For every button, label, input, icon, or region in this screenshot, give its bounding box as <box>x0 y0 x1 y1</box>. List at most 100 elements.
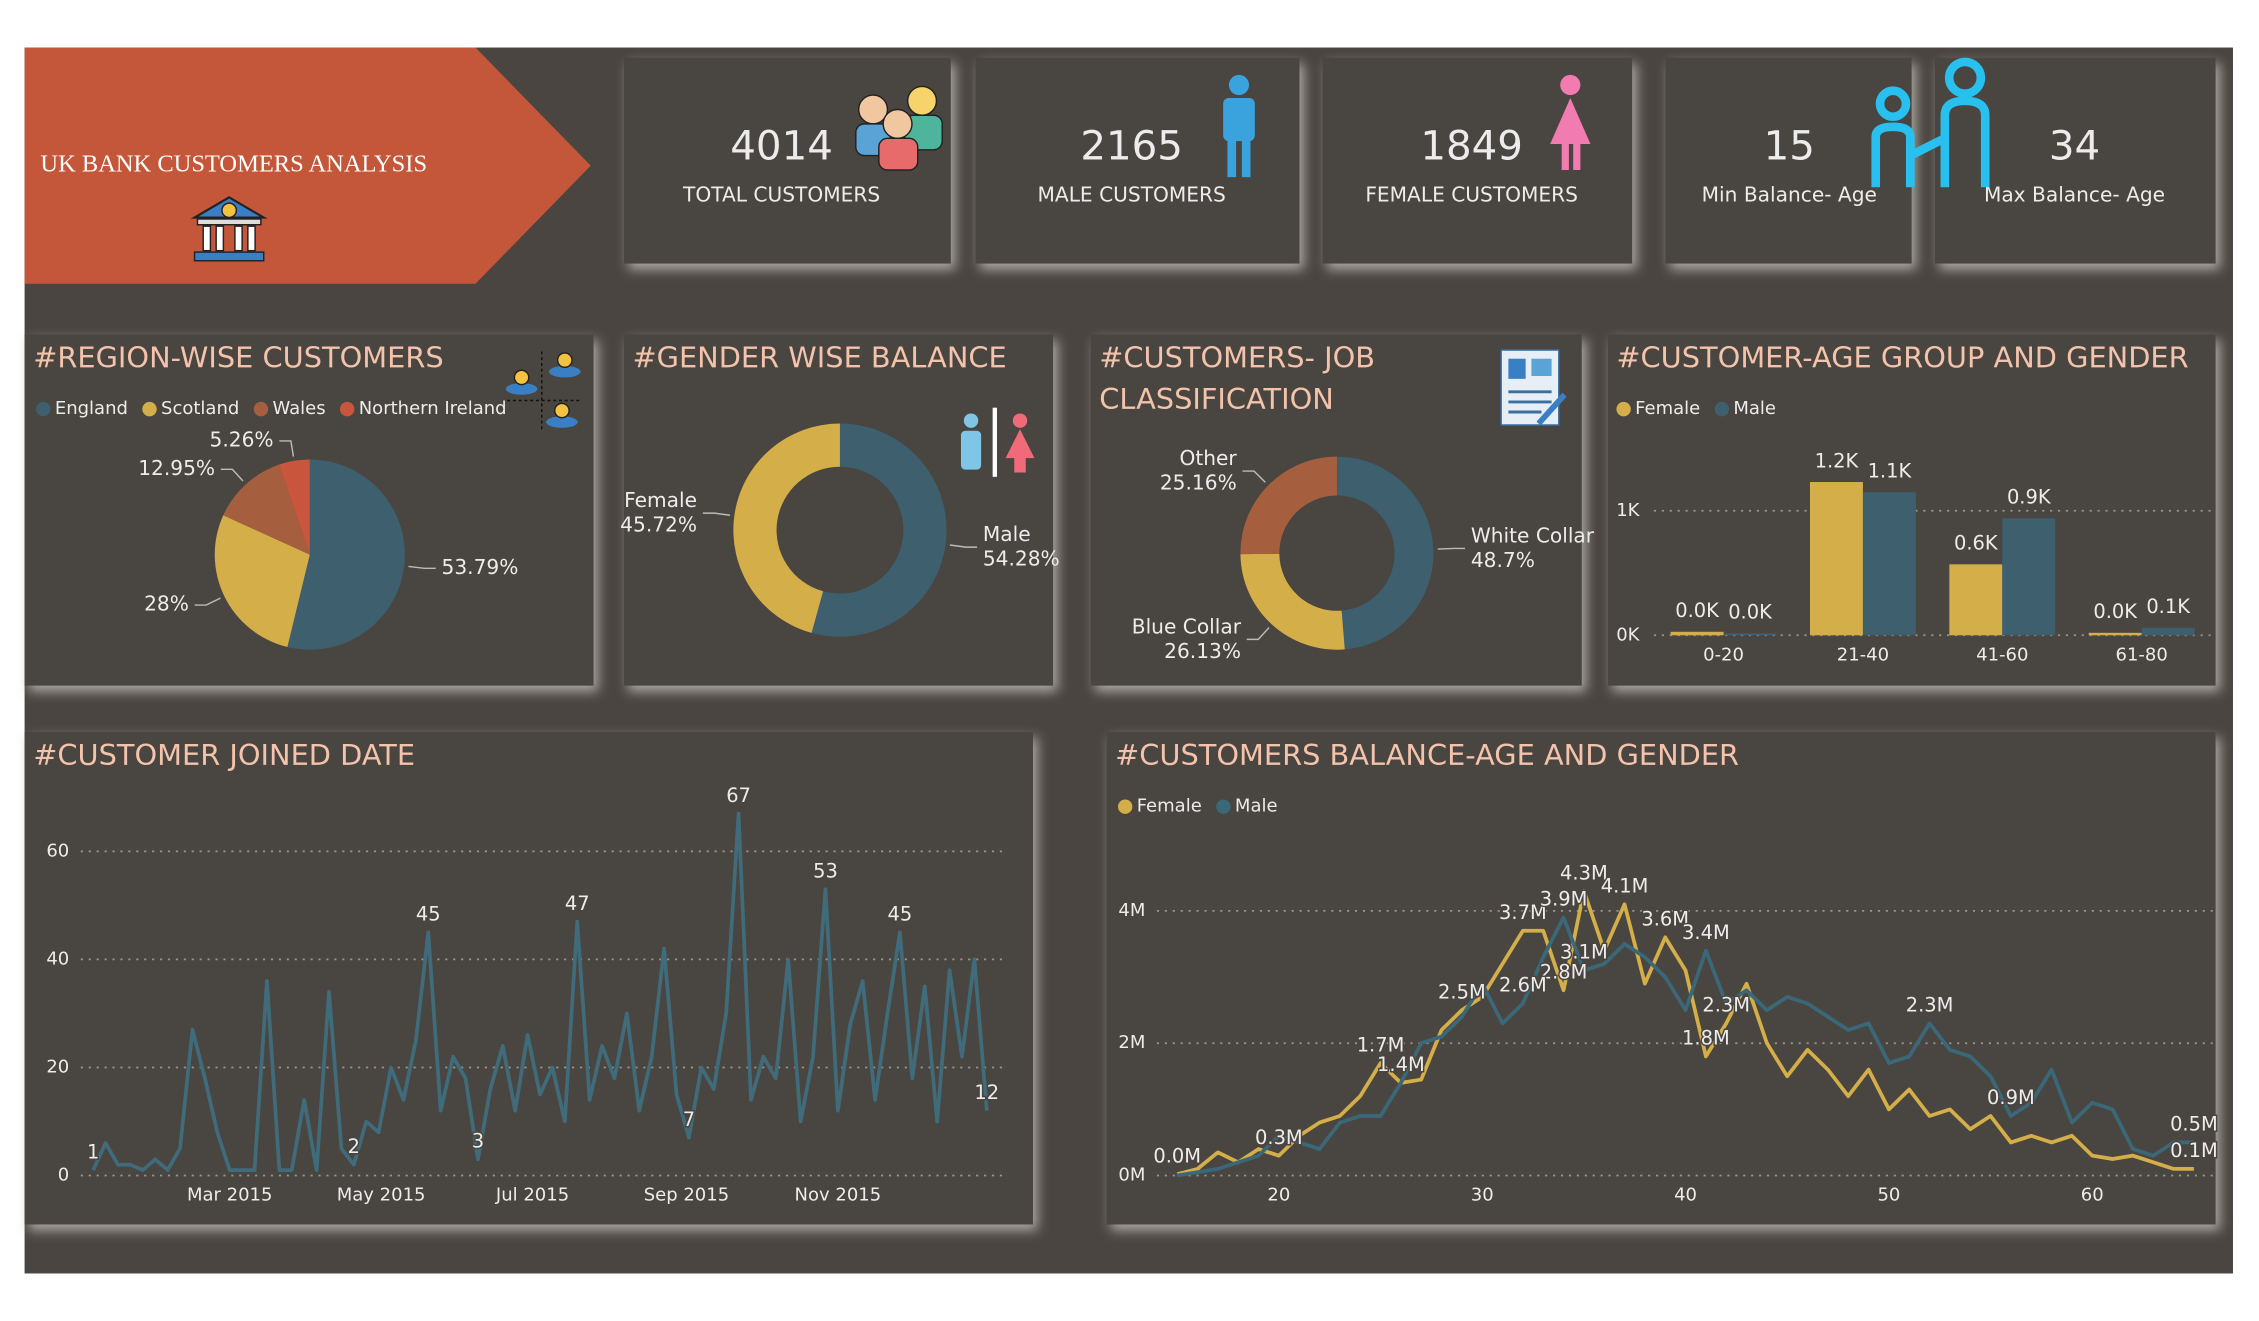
leader-line <box>1246 627 1270 641</box>
y-tick-label: 20 <box>46 1056 69 1077</box>
data-label: 1.2K <box>1815 449 1860 472</box>
legend-swatch <box>1216 799 1231 814</box>
donut-slice <box>733 423 840 633</box>
data-label: 0.5M <box>2170 1113 2218 1136</box>
data-label: 0.0K <box>1675 599 1720 622</box>
x-tick-label: 20 <box>1267 1185 1290 1206</box>
title-banner <box>24 47 591 284</box>
data-label: 5.26% <box>210 427 274 451</box>
legend-label: England <box>55 398 128 419</box>
x-tick-label: 60 <box>2081 1185 2104 1206</box>
bar <box>2002 518 2056 636</box>
x-tick-label: Jul 2015 <box>495 1185 569 1206</box>
x-tick-label: 40 <box>1674 1185 1697 1206</box>
chart-title: #CUSTOMER-AGE GROUP AND GENDER <box>1616 339 2189 375</box>
kpi-label: MALE CUSTOMERS <box>1038 182 1226 206</box>
data-label: 0.1M <box>2170 1139 2218 1162</box>
data-label: 0.9M <box>1987 1086 2035 1109</box>
chart-panel <box>24 731 1033 1225</box>
data-label: 2.5M <box>1438 980 1486 1003</box>
chart-title-box: #CUSTOMER JOINED DATE <box>33 738 415 773</box>
pie-slice <box>214 515 310 648</box>
data-label: 45.72% <box>620 513 697 537</box>
customers-icon <box>855 85 943 171</box>
data-label: 1 <box>87 1140 99 1163</box>
data-label: 26.13% <box>1164 639 1241 663</box>
kpi-label: FEMALE CUSTOMERS <box>1365 182 1578 206</box>
y-tick-label: 0K <box>1616 624 1640 645</box>
data-label: 1.1K <box>1868 460 1913 483</box>
bar <box>1670 631 1724 636</box>
line-series <box>91 811 989 1172</box>
data-label: 0.6K <box>1954 532 1999 555</box>
data-label: 0.0M <box>1153 1144 1201 1167</box>
leader-line <box>1437 547 1466 550</box>
kpi-card <box>1322 57 1633 264</box>
data-label: 4.3M <box>1560 861 1608 884</box>
data-label: 4.1M <box>1601 875 1649 898</box>
data-label: 53.79% <box>442 555 519 579</box>
data-label: 3.9M <box>1540 888 1588 911</box>
pie-slice <box>278 459 310 555</box>
job-icon <box>1500 349 1567 426</box>
y-tick-label: 40 <box>46 948 69 969</box>
legend-swatch <box>339 401 355 417</box>
region-icon <box>505 351 583 430</box>
kpi-card <box>1665 57 1912 264</box>
chart-title-box: #CUSTOMERS- JOB CLASSIFICATION <box>1099 339 1376 417</box>
x-tick-label: Nov 2015 <box>795 1185 882 1206</box>
data-label: 3.7M <box>1499 901 1547 924</box>
x-tick-label: 21-40 <box>1837 644 1889 665</box>
kpi-label: Min Balance- Age <box>1702 182 1877 206</box>
chart-title: #CUSTOMERS- JOB CLASSIFICATION <box>1099 339 1376 417</box>
data-label: 0.0K <box>1728 601 1773 624</box>
legend-label: Female <box>1137 796 1202 817</box>
legend-swatch <box>1616 401 1631 417</box>
data-label: 0.0K <box>2093 600 2138 623</box>
age-icon <box>1871 57 1990 188</box>
pie-slice <box>223 464 310 555</box>
kpi-value: 34 <box>2049 122 2100 169</box>
chart-title-box: #REGION-WISE CUSTOMERS <box>33 340 443 375</box>
data-label: 25.16% <box>1160 471 1237 495</box>
donut-slice <box>1240 553 1345 650</box>
legend-label: Female <box>1635 398 1700 419</box>
line-series <box>1176 889 2194 1176</box>
bar <box>1723 633 1777 636</box>
x-tick-label: Sep 2015 <box>644 1185 729 1206</box>
data-label: 2.6M <box>1499 974 1547 997</box>
data-label: 45 <box>888 903 913 926</box>
y-tick-label: 2M <box>1118 1032 1145 1053</box>
chart-title-box: #CUSTOMERS BALANCE-AGE AND GENDER <box>1115 738 1739 773</box>
kpi-label: TOTAL CUSTOMERS <box>682 182 880 206</box>
category-label: Male <box>983 522 1031 546</box>
kpi-value: 15 <box>1764 122 1815 169</box>
y-tick-label: 0M <box>1118 1165 1145 1186</box>
donut-slice <box>1336 456 1434 650</box>
legend-swatch <box>1714 401 1730 417</box>
data-label: 45 <box>416 903 441 926</box>
legend-label: Male <box>1733 398 1776 419</box>
male-icon <box>1223 74 1255 178</box>
legend-swatch <box>142 401 157 417</box>
icons <box>505 57 1990 477</box>
x-tick-label: 0-20 <box>1703 644 1744 665</box>
data-label: 28% <box>144 592 189 616</box>
category-label: White Collar <box>1471 523 1595 547</box>
bank-icon <box>190 196 268 262</box>
legend-label: Male <box>1235 796 1278 817</box>
bar <box>2141 627 2195 636</box>
pie-slice <box>287 459 405 650</box>
data-label: 2 <box>348 1135 360 1158</box>
x-tick-label: 50 <box>1877 1185 1900 1206</box>
bar <box>1809 482 1863 636</box>
leader-line <box>702 512 731 516</box>
data-label: 2.3M <box>1702 994 1750 1017</box>
gender-icon <box>960 407 1035 477</box>
kpi-value: 1849 <box>1420 122 1523 169</box>
category-label: Female <box>624 488 697 512</box>
category-label: Blue Collar <box>1132 614 1242 638</box>
donut-slice <box>1240 456 1337 555</box>
